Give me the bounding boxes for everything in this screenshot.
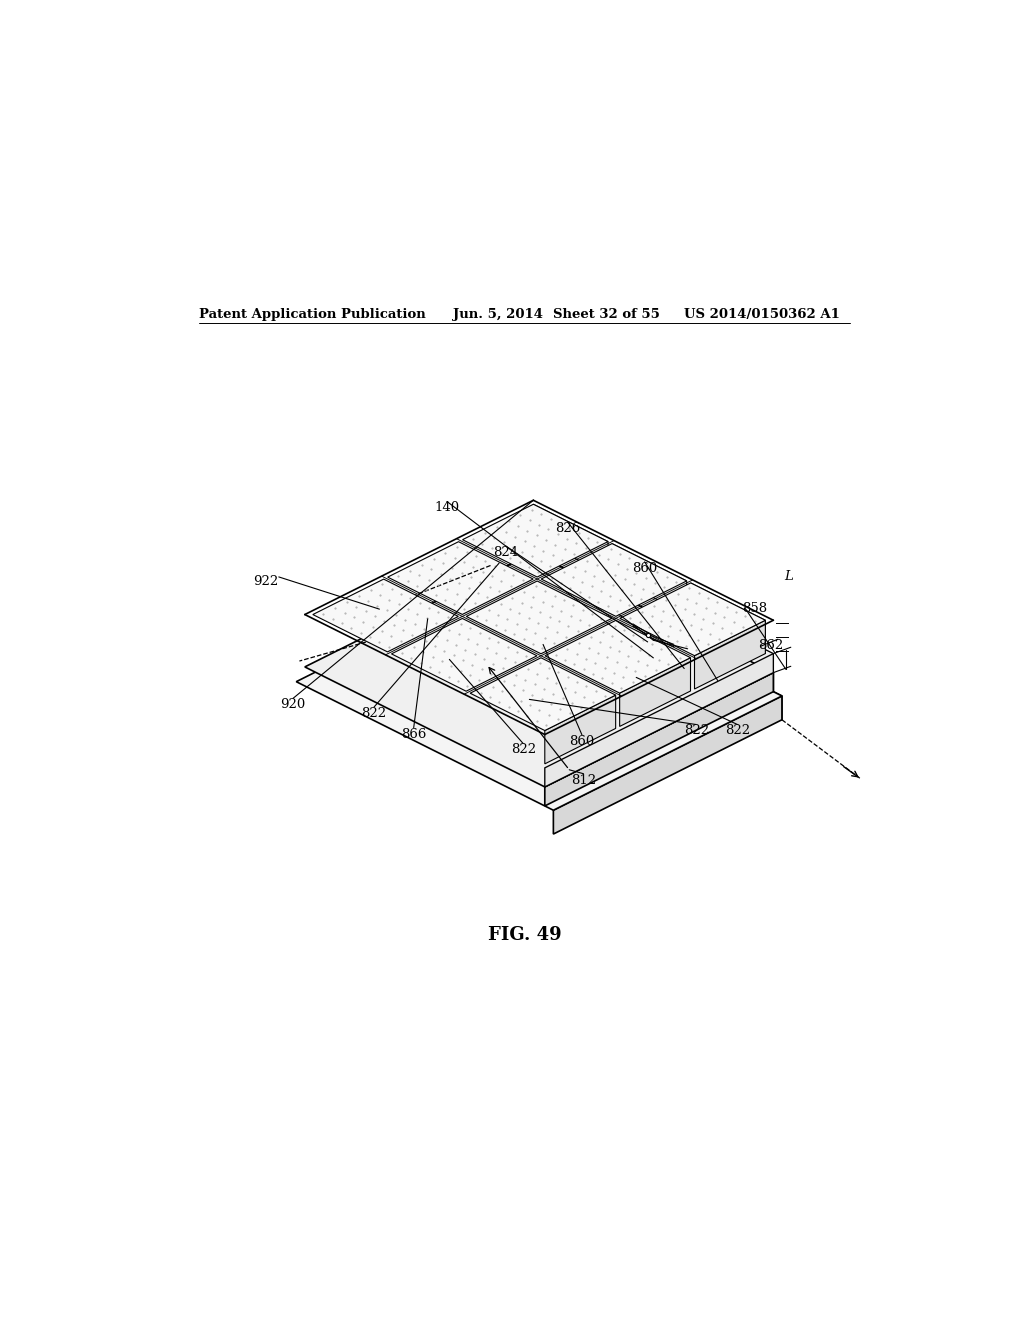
Polygon shape [612,544,687,614]
Text: Jun. 5, 2014: Jun. 5, 2014 [454,308,544,321]
Polygon shape [466,581,612,653]
Text: Sheet 32 of 55: Sheet 32 of 55 [553,308,659,321]
Text: L: L [784,570,794,582]
Polygon shape [534,504,608,576]
Polygon shape [553,696,782,834]
Polygon shape [694,620,765,689]
Polygon shape [391,619,537,692]
Text: 140: 140 [434,502,460,515]
Polygon shape [534,553,773,692]
Text: 822: 822 [725,725,750,738]
Text: 822: 822 [361,708,387,719]
Text: FIG. 49: FIG. 49 [488,925,561,944]
Text: 822: 822 [511,743,536,756]
Polygon shape [541,544,687,616]
Text: 826: 826 [555,521,581,535]
Text: 824: 824 [494,546,518,558]
Polygon shape [524,568,782,719]
Polygon shape [545,696,615,764]
Polygon shape [545,620,690,693]
Polygon shape [545,673,773,807]
Polygon shape [463,504,608,577]
Text: 822: 822 [684,725,709,738]
Text: 862: 862 [758,639,783,652]
Text: US 2014/0150362 A1: US 2014/0150362 A1 [684,308,840,321]
Polygon shape [620,583,765,656]
Text: 922: 922 [253,576,278,589]
Text: Patent Application Publication: Patent Application Publication [200,308,426,321]
Polygon shape [305,553,773,787]
Polygon shape [470,657,615,730]
Polygon shape [691,583,765,653]
Polygon shape [388,541,534,614]
Polygon shape [296,568,782,810]
Text: 920: 920 [281,698,306,711]
Text: 866: 866 [401,727,426,741]
Text: 860: 860 [632,562,657,574]
Text: 858: 858 [742,602,768,615]
Polygon shape [620,657,690,726]
Text: 812: 812 [571,774,596,787]
Text: 860: 860 [569,735,595,747]
Polygon shape [534,533,773,673]
Polygon shape [312,579,459,652]
Polygon shape [545,653,773,787]
